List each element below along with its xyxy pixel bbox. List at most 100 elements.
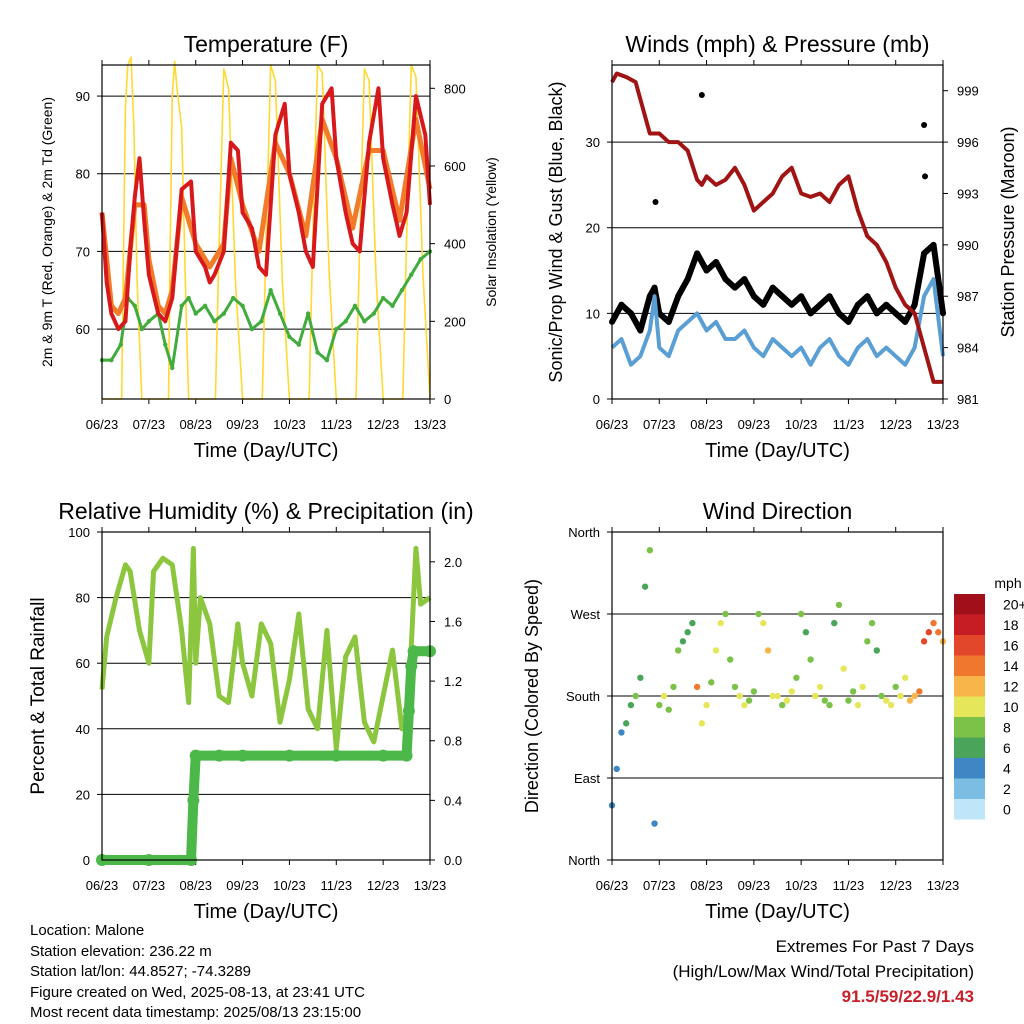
- y-tick-label: 10: [586, 306, 600, 321]
- station-info: Location: Malone Station elevation: 236.…: [30, 921, 365, 1024]
- precip-point: [377, 749, 390, 762]
- precip-point: [407, 645, 420, 658]
- y-tick-label: 80: [76, 591, 90, 606]
- direction-point: [632, 692, 639, 700]
- y2-tick-label: 993: [957, 186, 979, 201]
- extremes-values: 91.5/59/22.9/1.43: [841, 987, 974, 1006]
- x-tick-label: 10/23: [273, 878, 306, 893]
- gust-point: [618, 301, 625, 308]
- x-tick-label: 10/23: [785, 878, 818, 893]
- gust-point: [817, 301, 824, 308]
- x-tick-label: 10/23: [273, 417, 306, 432]
- direction-point: [831, 619, 838, 627]
- direction-point: [665, 706, 672, 713]
- gust-point: [703, 267, 710, 274]
- gust-outlier: [921, 121, 928, 128]
- colorbar-label: 0: [1003, 801, 1011, 817]
- gust-point: [684, 276, 691, 283]
- direction-point: [627, 701, 635, 709]
- y2-tick-label: 200: [444, 314, 466, 329]
- gust-point: [637, 327, 644, 334]
- direction-point: [878, 692, 885, 700]
- y2-tick-label: 800: [444, 81, 466, 96]
- gust-point: [646, 293, 653, 300]
- direction-point: [670, 683, 677, 691]
- dewpoint-point: [324, 357, 330, 363]
- direction-point: [679, 638, 687, 645]
- direction-point: [684, 629, 691, 636]
- gust-point: [826, 293, 833, 300]
- direction-point: [930, 619, 937, 627]
- precip-point: [405, 660, 418, 673]
- colorbar-label: 6: [1003, 740, 1011, 756]
- gust-point: [675, 293, 682, 300]
- direction-point: [854, 701, 862, 709]
- x-tick-label: 06/23: [596, 417, 629, 432]
- dewpoint-point: [409, 272, 414, 277]
- direction-point: [783, 697, 791, 704]
- y-axis-label-right: Station Pressure (Maroon): [998, 126, 1018, 337]
- direction-point: [887, 701, 895, 709]
- x-tick-label: 09/23: [226, 878, 259, 893]
- colorbar-swatch: [954, 676, 985, 697]
- x-tick-label: 13/23: [927, 878, 960, 893]
- direction-point: [660, 692, 668, 700]
- y-tick-label: South: [566, 689, 600, 704]
- precip-point: [236, 749, 249, 762]
- dewpoint-point: [287, 334, 292, 340]
- direction-point: [741, 701, 748, 709]
- y2-tick-label: 2.0: [444, 555, 462, 570]
- dewpoint-point: [390, 303, 395, 308]
- plot-border: [611, 64, 944, 400]
- direction-point: [618, 729, 625, 736]
- direction-point: [769, 692, 776, 700]
- dewpoint-point: [170, 365, 175, 371]
- x-tick-label: 12/23: [367, 417, 400, 432]
- colorbar-swatch: [954, 758, 985, 779]
- y-tick-label: 80: [76, 167, 90, 182]
- gust-point: [651, 284, 658, 291]
- x-tick-label: 07/23: [643, 878, 676, 893]
- y-tick-label: 90: [76, 89, 90, 104]
- direction-point: [641, 583, 649, 590]
- direction-point: [873, 647, 880, 654]
- x-tick-label: 08/23: [179, 878, 212, 893]
- direction-point: [906, 697, 914, 704]
- x-tick-label: 06/23: [86, 417, 119, 432]
- y-tick-label: North: [568, 853, 600, 868]
- direction-point: [774, 692, 781, 700]
- extremes-subtitle: (High/Low/Max Wind/Total Precipitation): [672, 962, 974, 981]
- precip-point: [402, 704, 415, 717]
- plot-border: [101, 531, 431, 861]
- latlon-text: Station lat/lon: 44.8527; -74.3289: [30, 963, 252, 980]
- colorbar-label: 16: [1003, 637, 1019, 653]
- y2-tick-label: 600: [444, 159, 466, 174]
- direction-point: [916, 688, 923, 695]
- direction-point: [708, 679, 715, 686]
- gust-point: [713, 258, 720, 265]
- direction-point: [840, 665, 847, 672]
- x-tick-label: 13/23: [927, 417, 960, 432]
- y-tick-label: North: [568, 525, 600, 540]
- dewpoint-point: [109, 357, 114, 363]
- colorbar-label: 20+: [1003, 596, 1024, 612]
- direction-point: [760, 619, 767, 627]
- dewpoint-point: [343, 319, 348, 324]
- y-axis-label-left: Direction (Colored By Speed): [522, 579, 542, 813]
- dewpoint-point: [399, 288, 405, 293]
- gust-point: [694, 250, 701, 257]
- colorbar-swatch: [954, 614, 985, 635]
- x-tick-label: 09/23: [226, 417, 259, 432]
- chart-title: Wind Direction: [703, 498, 853, 524]
- y-tick-label: West: [571, 607, 601, 622]
- gust-point: [854, 301, 861, 308]
- dewpoint-point: [221, 311, 227, 316]
- x-tick-label: 11/23: [320, 878, 352, 893]
- direction-point: [689, 619, 696, 627]
- gust-point: [798, 293, 805, 300]
- y2-tick-label: 0.8: [444, 734, 462, 749]
- direction-point: [722, 610, 729, 618]
- temp2m-series: [100, 86, 432, 332]
